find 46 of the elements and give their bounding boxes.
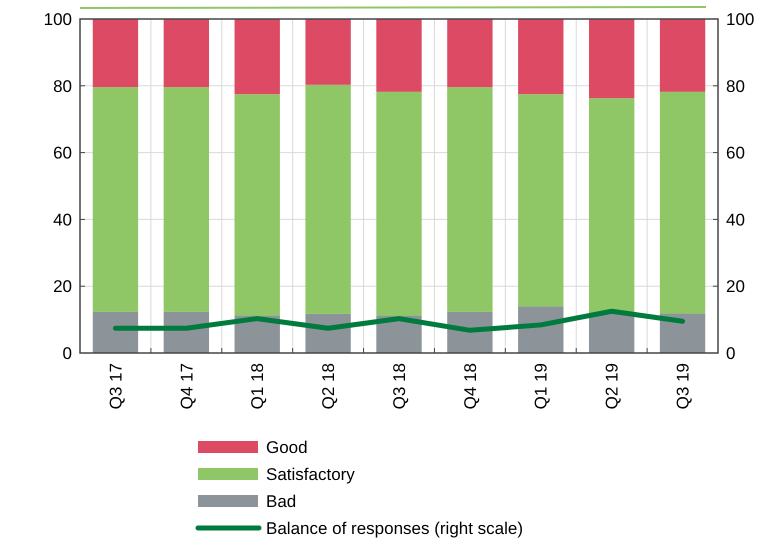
bar	[660, 92, 706, 314]
x-tick-label: Q2 18	[319, 363, 338, 410]
y-tick-label: 60	[53, 144, 72, 163]
y-tick-label: 20	[53, 277, 72, 296]
legend-label: Bad	[266, 492, 296, 511]
y2-tick-label: 100	[726, 10, 754, 29]
bar	[234, 19, 280, 94]
y-tick-label: 100	[44, 10, 72, 29]
bar	[518, 19, 564, 94]
bar	[164, 19, 210, 88]
y2-tick-label: 60	[726, 144, 745, 163]
bar	[588, 98, 634, 313]
x-tick-label: Q4 18	[460, 363, 480, 410]
x-tick-label: Q2 19	[602, 363, 622, 410]
x-tick-label: Q4 17	[177, 363, 196, 410]
y2-tick-label: 40	[726, 210, 745, 230]
legend-label: Satisfactory	[266, 464, 356, 484]
bar	[660, 19, 706, 92]
x-tick-label: Q3 18	[390, 363, 409, 410]
bar	[447, 87, 493, 312]
bar	[92, 312, 138, 353]
y2-tick-label: 0	[726, 344, 736, 363]
bar	[588, 19, 634, 98]
x-tick-label: Q1 19	[532, 363, 551, 410]
bar	[447, 19, 493, 88]
x-tick-label: Q3 17	[106, 363, 126, 410]
legend-label: Balance of responses (right scale)	[266, 518, 524, 538]
bar	[588, 312, 634, 353]
x-tick-label: Q3 19	[674, 363, 693, 410]
bar	[376, 92, 422, 316]
bar	[305, 19, 351, 85]
bar	[518, 94, 564, 307]
bar	[660, 314, 706, 353]
bar	[92, 19, 138, 88]
y2-tick-label: 20	[726, 277, 745, 296]
y-tick-label: 40	[53, 210, 72, 230]
legend-label: Good	[266, 438, 308, 457]
bar	[234, 94, 280, 316]
bar	[305, 84, 351, 314]
y-tick-label: 0	[62, 344, 72, 363]
bar	[376, 19, 422, 92]
x-tick-label: Q1 18	[248, 363, 268, 410]
bar	[92, 87, 138, 312]
y-tick-label: 80	[53, 76, 72, 96]
bar	[164, 87, 210, 312]
y2-tick-label: 80	[726, 76, 745, 96]
